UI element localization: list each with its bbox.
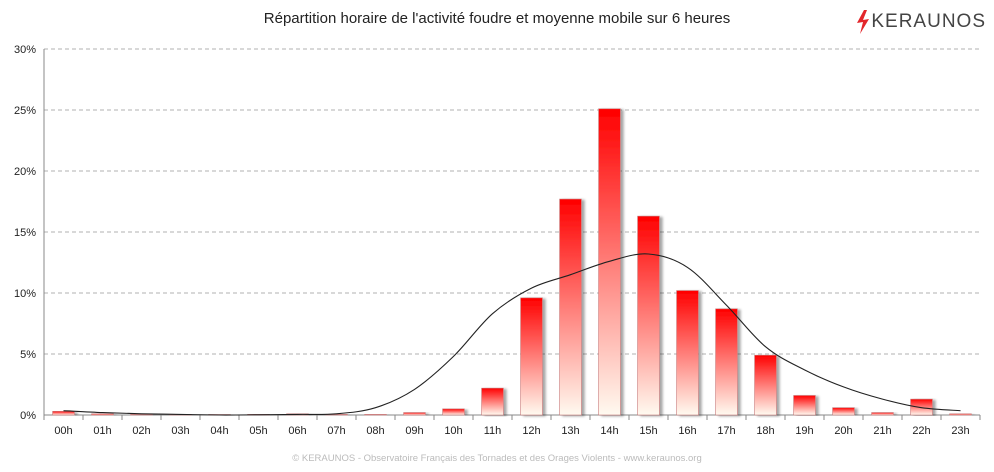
bar-12h: [520, 297, 543, 416]
bar-20h: [832, 407, 855, 416]
footer-copyright: © KERAUNOS - Observatoire Français des T…: [292, 453, 702, 464]
x-tick-label: 10h: [444, 425, 462, 437]
moving-average-line: [63, 253, 961, 416]
grid-lines: [44, 48, 980, 355]
bar-02h: [130, 414, 153, 416]
bars: [52, 108, 972, 416]
x-tick-label: 04h: [210, 425, 228, 437]
lightning-bolt-icon: [857, 10, 870, 34]
bar-08h: [364, 414, 387, 416]
x-tick-label: 13h: [561, 425, 579, 437]
x-tick-label: 18h: [756, 425, 774, 437]
bar-00h: [52, 411, 75, 416]
bar-17h: [715, 308, 738, 416]
bar-23h: [949, 413, 972, 416]
y-tick-label: 5%: [20, 349, 36, 361]
x-tick-label: 08h: [366, 425, 384, 437]
bar-14h: [598, 108, 621, 416]
y-tick-label: 0%: [20, 410, 36, 422]
x-tick-label: 05h: [249, 425, 267, 437]
x-tick-label: 02h: [132, 425, 150, 437]
x-tick-label: 03h: [171, 425, 189, 437]
x-tick-label: 23h: [951, 425, 969, 437]
x-tick-label: 12h: [522, 425, 540, 437]
chart-title: Répartition horaire de l'activité foudre…: [263, 10, 731, 27]
bar-01h: [91, 413, 114, 416]
x-tick-label: 11h: [484, 425, 502, 437]
x-tick-label: 06h: [288, 425, 306, 437]
y-tick-label: 20%: [14, 166, 36, 178]
x-tick-label: 21h: [873, 425, 891, 437]
x-tick-label: 01h: [93, 425, 111, 437]
bar-13h: [559, 198, 582, 416]
moving-average-path: [63, 253, 961, 416]
x-tick-labels: 00h 01h 02h 03h 04h 05h 06h 07h 08h 09h 10h 11h 12h 1…: [54, 425, 969, 437]
x-tick-label: 17h: [717, 425, 735, 437]
logo-text: KERAUNOS: [871, 11, 986, 32]
bar-09h: [403, 412, 426, 416]
bar-19h: [793, 395, 816, 416]
x-tick-label: 00h: [54, 425, 72, 437]
bar-18h: [754, 354, 777, 416]
y-tick-labels: 0% 5% 10% 15% 20% 25% 30%: [14, 44, 36, 422]
y-tick-label: 30%: [14, 44, 36, 56]
x-tick-label: 14h: [600, 425, 618, 437]
x-tick-label: 09h: [405, 425, 423, 437]
y-tick-label: 10%: [14, 288, 36, 300]
y-tick-label: 15%: [14, 227, 36, 239]
bar-21h: [871, 412, 894, 416]
bar-15h: [637, 215, 660, 416]
axes: [43, 49, 981, 420]
bar-10h: [442, 408, 465, 416]
logo: KERAUNOS: [855, 10, 986, 34]
x-tick-label: 15h: [639, 425, 657, 437]
bar-22h: [910, 398, 933, 416]
y-tick-label: 25%: [14, 105, 36, 117]
bar-16h: [676, 290, 699, 416]
x-tick-label: 20h: [834, 425, 852, 437]
x-tick-label: 19h: [795, 425, 813, 437]
x-tick-label: 16h: [678, 425, 696, 437]
bar-11h: [481, 387, 504, 416]
x-tick-label: 22h: [912, 425, 930, 437]
x-tick-label: 07h: [327, 425, 345, 437]
